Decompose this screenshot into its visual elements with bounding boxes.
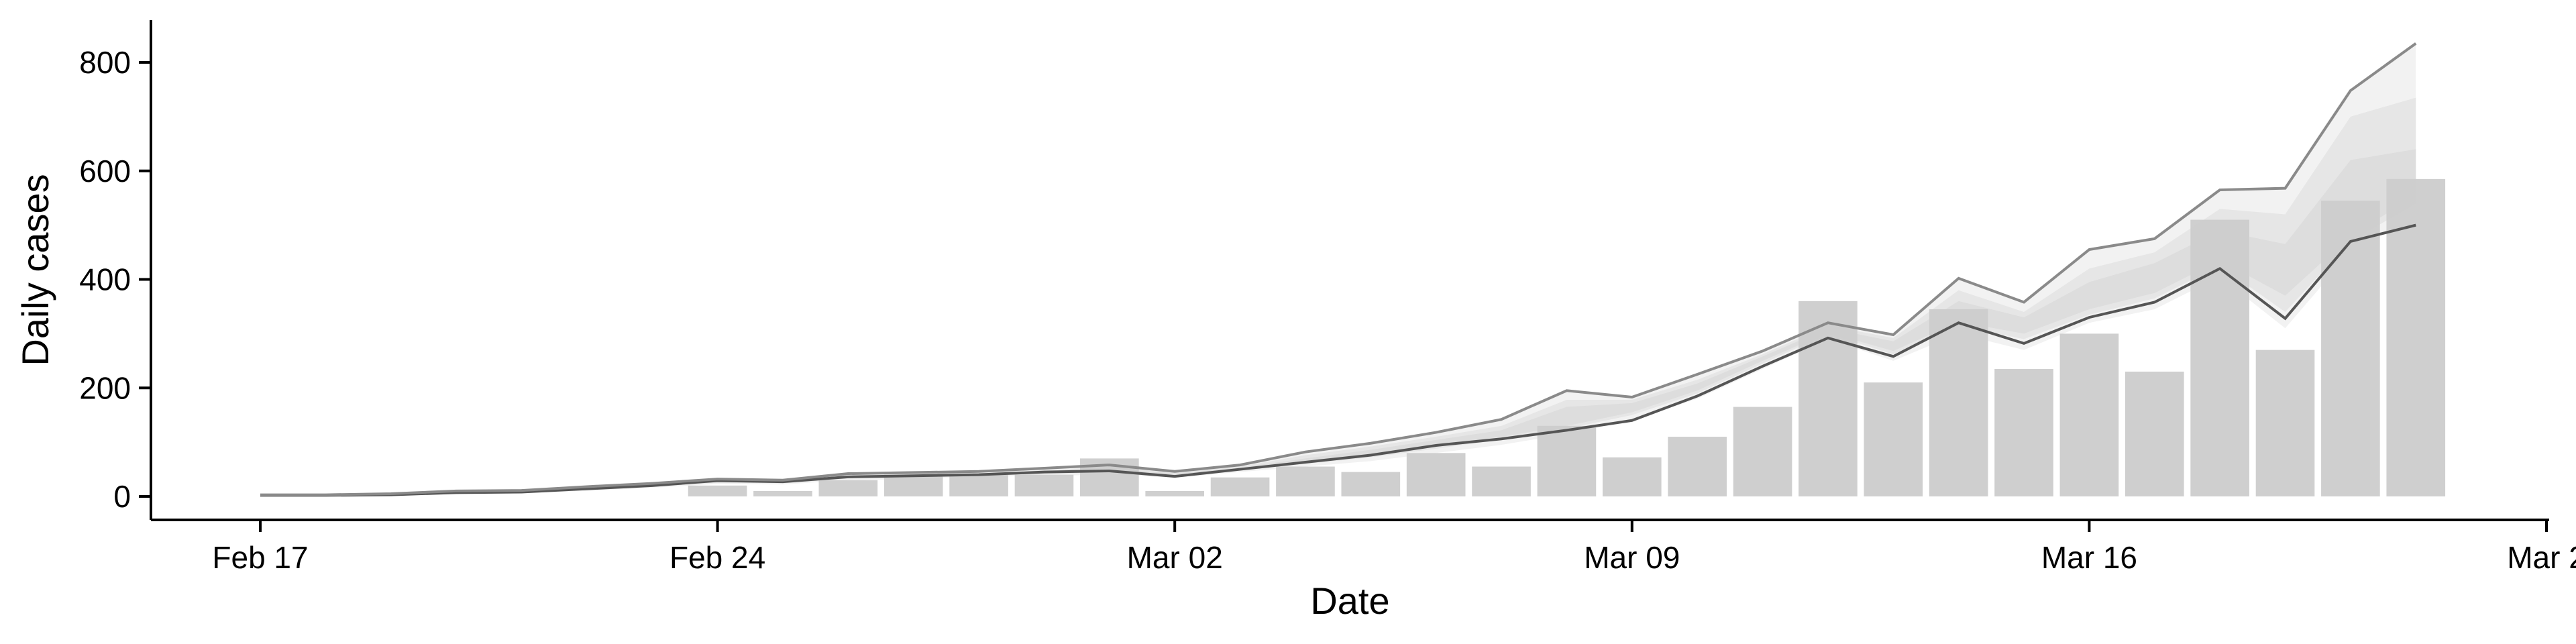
y-axis-title: Daily cases xyxy=(14,174,56,366)
bar-2020-03-06 xyxy=(1406,453,1466,496)
x-tick-label-2020-02-24: Feb 24 xyxy=(669,540,765,575)
estimate-line-1 xyxy=(260,223,2416,497)
bar-2020-02-24 xyxy=(688,485,747,496)
bar-2020-03-15 xyxy=(1994,368,2053,496)
bar-2020-02-28 xyxy=(949,474,1008,496)
daily-case-bars xyxy=(688,178,2446,496)
bar-2020-03-18 xyxy=(2190,219,2249,496)
y-axis-ticks: 0 200 400 600 800 xyxy=(79,45,151,514)
y-tick-label-400: 400 xyxy=(79,262,131,297)
estimate-line-2 xyxy=(260,42,2417,496)
x-axis-ticks: Feb 17 Feb 24 Mar 02 Mar 09 Mar 16 Mar 2 xyxy=(212,520,2576,575)
y-tick-label-600: 600 xyxy=(79,154,131,189)
y-tick-label-800: 800 xyxy=(79,45,131,80)
bar-2020-03-12 xyxy=(1799,301,1858,496)
bar-2020-03-16 xyxy=(2059,333,2119,496)
bar-2020-03-10 xyxy=(1668,437,1727,496)
bar-2020-03-20 xyxy=(2321,201,2380,496)
bar-2020-02-25 xyxy=(753,490,812,496)
bar-2020-02-27 xyxy=(883,474,943,496)
x-tick-label-2020-03-02: Mar 02 xyxy=(1127,540,1223,575)
bar-2020-03-14 xyxy=(1929,309,1988,496)
bar-2020-03-11 xyxy=(1733,407,1792,496)
y-tick-label-200: 200 xyxy=(79,370,131,405)
bar-2020-03-19 xyxy=(2255,350,2315,496)
bar-2020-03-04 xyxy=(1276,466,1335,496)
bar-2020-02-26 xyxy=(818,480,878,496)
x-axis-title: Date xyxy=(1310,580,1389,622)
y-tick-label-0: 0 xyxy=(113,479,131,514)
bar-2020-03-13 xyxy=(1864,382,1923,496)
bar-2020-03-05 xyxy=(1341,472,1401,496)
bar-2020-03-17 xyxy=(2125,371,2184,496)
bar-2020-03-08 xyxy=(1537,425,1597,496)
bar-2020-03-03 xyxy=(1210,477,1270,496)
bar-2020-03-21 xyxy=(2386,178,2446,496)
bar-2020-03-07 xyxy=(1472,466,1531,496)
bar-2020-03-02 xyxy=(1145,490,1205,496)
x-tick-label-2020-03-16: Mar 16 xyxy=(2041,540,2137,575)
bar-2020-02-29 xyxy=(1014,474,1074,496)
x-tick-label-2020-03-09: Mar 09 xyxy=(1584,540,1680,575)
estimate-lines xyxy=(260,42,2417,497)
x-tick-label-2020-03-23: Mar 2 xyxy=(2507,540,2576,575)
x-tick-label-2020-02-17: Feb 17 xyxy=(212,540,308,575)
bar-2020-03-09 xyxy=(1602,457,1662,496)
